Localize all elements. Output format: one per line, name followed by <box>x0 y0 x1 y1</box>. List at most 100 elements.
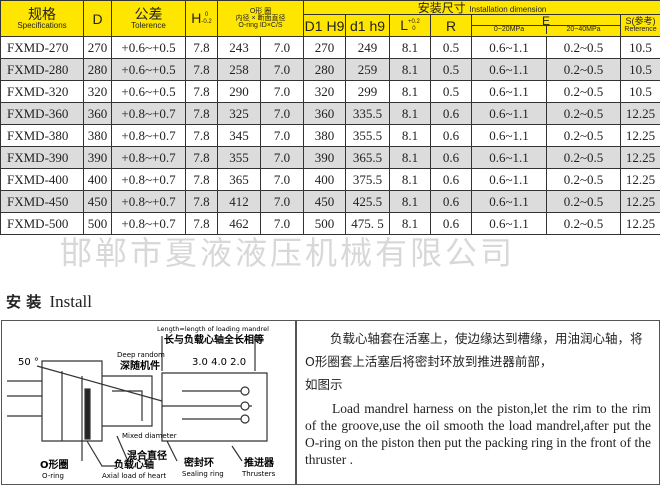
table-cell: 12.25 <box>621 191 660 213</box>
table-cell: 365 <box>218 169 261 191</box>
table-cell: 7.0 <box>261 191 304 213</box>
table-cell: 280 <box>84 59 112 81</box>
table-cell: 12.25 <box>621 169 660 191</box>
table-cell: 7.8 <box>186 191 218 213</box>
table-cell: 259 <box>346 59 390 81</box>
col-d1h9-small: d1 h9 <box>346 15 390 37</box>
table-cell: 425.5 <box>346 191 390 213</box>
table-cell: 7.0 <box>261 37 304 59</box>
table-cell: 10.5 <box>621 37 660 59</box>
table-cell: 8.1 <box>390 81 431 103</box>
table-cell: 0.6~1.1 <box>472 191 547 213</box>
table-cell: FXMD-380 <box>1 125 84 147</box>
label-thr-cn: 推进器 <box>244 456 275 469</box>
table-cell: 0.6~1.1 <box>472 169 547 191</box>
label-deep-en: Deep random <box>117 351 165 359</box>
table-cell: 7.0 <box>261 125 304 147</box>
table-cell: FXMD-360 <box>1 103 84 125</box>
table-cell: 280 <box>304 59 346 81</box>
table-cell: 0.6~1.1 <box>472 125 547 147</box>
table-cell: 450 <box>304 191 346 213</box>
table-cell: 10.5 <box>621 59 660 81</box>
col-r: R <box>431 15 472 37</box>
install-diagram: Length=length of loading mandrel 长与负载心轴全… <box>1 320 296 485</box>
table-cell: 7.8 <box>186 125 218 147</box>
table-cell: 0.6 <box>431 147 472 169</box>
table-cell: 7.8 <box>186 147 218 169</box>
label-thr-en: Thrusters <box>241 470 276 478</box>
table-cell: 12.25 <box>621 213 660 235</box>
table-cell: 0.2~0.5 <box>547 213 621 235</box>
label-seal-cn: 密封环 <box>184 456 214 469</box>
table-cell: FXMD-390 <box>1 147 84 169</box>
table-cell: 0.6 <box>431 191 472 213</box>
label-load-cn: 负载心轴 <box>114 458 154 471</box>
table-cell: 12.25 <box>621 147 660 169</box>
table-cell: 400 <box>84 169 112 191</box>
table-cell: 360 <box>84 103 112 125</box>
col-install: 安装尺寸 Installation dimension <box>304 1 660 15</box>
table-cell: 380 <box>84 125 112 147</box>
table-cell: 0.6~1.1 <box>472 59 547 81</box>
table-cell: 390 <box>84 147 112 169</box>
label-deep-cn: 深随机件 <box>120 359 160 372</box>
table-cell: 0.2~0.5 <box>547 103 621 125</box>
table-cell: 412 <box>218 191 261 213</box>
table-cell: 0.2~0.5 <box>547 59 621 81</box>
table-cell: 7.8 <box>186 59 218 81</box>
table-cell: 335.5 <box>346 103 390 125</box>
table-cell: +0.8~+0.7 <box>112 191 186 213</box>
table-cell: 270 <box>304 37 346 59</box>
table-cell: 7.0 <box>261 59 304 81</box>
col-s: S(参考)Reference <box>621 15 660 37</box>
table-cell: 7.8 <box>186 81 218 103</box>
table-cell: +0.8~+0.7 <box>112 103 186 125</box>
table-cell: 0.2~0.5 <box>547 169 621 191</box>
install-heading: 安 装 Install <box>6 291 92 312</box>
table-cell: 400 <box>304 169 346 191</box>
table-cell: 0.6~1.1 <box>472 147 547 169</box>
table-cell: FXMD-320 <box>1 81 84 103</box>
label-oring-cn: O形圈 <box>40 459 69 471</box>
table-cell: 0.6~1.1 <box>472 37 547 59</box>
table-cell: 0.5 <box>431 59 472 81</box>
instructions-cn: 负载心轴套在活塞上，使边缘达到槽缘，用油润心轴，将O形圈套上活塞后将密封环放到推… <box>305 327 651 373</box>
table-cell: 12.25 <box>621 103 660 125</box>
table-cell: FXMD-270 <box>1 37 84 59</box>
table-cell: 360 <box>304 103 346 125</box>
table-cell: FXMD-400 <box>1 169 84 191</box>
table-cell: 8.1 <box>390 125 431 147</box>
table-cell: 290 <box>218 81 261 103</box>
watermark: 邯郸市夏液液压机械有限公司 <box>60 228 515 274</box>
table-cell: 355.5 <box>346 125 390 147</box>
table-cell: 7.8 <box>186 37 218 59</box>
table-cell: 365.5 <box>346 147 390 169</box>
instructions-cn-end: 如图示 <box>305 373 651 396</box>
table-cell: FXMD-280 <box>1 59 84 81</box>
table-cell: 8.1 <box>390 191 431 213</box>
label-load-en: Axial load of heart <box>102 472 166 480</box>
table-cell: +0.6~+0.5 <box>112 37 186 59</box>
table-cell: 0.2~0.5 <box>547 191 621 213</box>
instructions-en: Load mandrel harness on the piston,let t… <box>305 400 651 468</box>
table-cell: 320 <box>84 81 112 103</box>
table-cell: 0.6~1.1 <box>472 81 547 103</box>
label-length-cn: 长与负载心轴全长相等 <box>164 333 264 346</box>
table-cell: 0.2~0.5 <box>547 125 621 147</box>
table-cell: 355 <box>218 147 261 169</box>
table-cell: 8.1 <box>390 169 431 191</box>
table-cell: +0.8~+0.7 <box>112 147 186 169</box>
table-cell: 325 <box>218 103 261 125</box>
table-cell: 7.0 <box>261 147 304 169</box>
table-cell: +0.8~+0.7 <box>112 125 186 147</box>
table-cell: 299 <box>346 81 390 103</box>
